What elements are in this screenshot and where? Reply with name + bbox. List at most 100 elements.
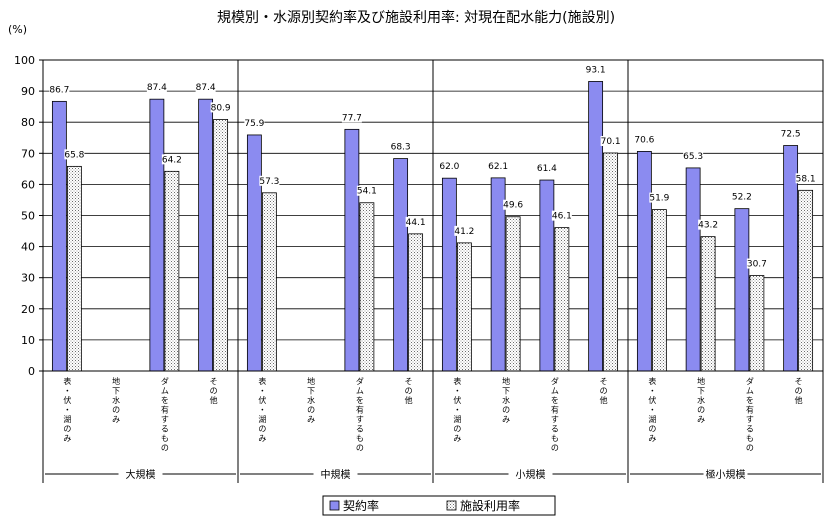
data-label-bg — [454, 225, 475, 236]
bar-facility-utilization — [456, 242, 472, 372]
bars — [51, 81, 814, 372]
legend-label-contract-rate: 契約率 — [343, 498, 379, 513]
category-label: 地下水のみ — [697, 376, 705, 424]
bar-facility-utilization — [651, 209, 667, 372]
y-tick-label: 0 — [28, 365, 35, 378]
bar-contract-rate — [149, 98, 165, 372]
chart-title: 規模別・水源別契約率及び施設利用率: 対現在配水能力(施設別) — [217, 9, 615, 26]
bar-contract-rate — [636, 151, 652, 372]
legend-swatch-facility-utilization — [446, 500, 457, 511]
category-label: 地下水のみ — [502, 376, 510, 424]
data-label-bg — [49, 84, 70, 95]
data-label-bg — [356, 185, 377, 196]
data-label-bg — [795, 173, 816, 184]
data-label: 61.4 — [537, 164, 557, 174]
data-label-bg — [683, 150, 704, 161]
data-label-bg — [161, 154, 182, 165]
category-label: ダムを有するもの — [746, 376, 754, 453]
bar-facility-utilization — [505, 216, 521, 372]
category-label: 表・伏・湖のみ — [63, 376, 71, 443]
bar-contract-rate — [344, 128, 360, 372]
data-label: 65.8 — [64, 150, 84, 160]
data-label: 62.1 — [488, 162, 508, 172]
data-label-bg — [405, 216, 426, 227]
group-label: 中規模 — [321, 468, 351, 481]
bar-contract-rate — [539, 179, 555, 372]
data-label-bg — [698, 219, 719, 230]
bar-facility-utilization — [213, 119, 229, 372]
data-label: 72.5 — [781, 130, 801, 140]
data-label-bg — [536, 163, 557, 174]
group-label: 極小規模 — [706, 468, 746, 481]
y-tick-label: 30 — [21, 272, 35, 285]
data-label: 77.7 — [342, 113, 362, 123]
bar-facility-utilization — [164, 170, 180, 372]
bar-facility-utilization — [408, 233, 424, 372]
bar-contract-rate — [588, 81, 604, 372]
data-label: 58.1 — [796, 174, 816, 184]
bar-facility-utilization — [359, 202, 375, 372]
y-tick-label: 40 — [21, 241, 35, 254]
data-label: 64.2 — [162, 155, 182, 165]
data-label-bg — [146, 82, 167, 93]
data-label-bg — [259, 175, 280, 186]
category-label: ダムを有するもの — [161, 376, 169, 453]
category-label: 表・伏・湖のみ — [453, 376, 461, 443]
bar-contract-rate — [198, 98, 214, 372]
data-label: 87.4 — [147, 83, 167, 93]
category-label: 地下水のみ — [112, 376, 120, 424]
data-label-bg — [746, 258, 767, 269]
data-label: 57.3 — [259, 177, 279, 187]
group-label: 大規模 — [126, 468, 156, 481]
y-tick-label: 70 — [21, 147, 35, 160]
bar-facility-utilization — [603, 152, 619, 372]
bar-contract-rate — [685, 167, 701, 372]
data-labels: 86.7 65.8 87.4 64.2 87.4 80.9 75.9 57.3 77.7 54.1… — [49, 64, 816, 270]
bar-facility-utilization — [798, 189, 814, 372]
y-tick-label: 20 — [21, 303, 35, 316]
bar-contract-rate — [734, 208, 750, 372]
bar-facility-utilization — [700, 236, 716, 372]
axes: 0 10 20 30 40 50 60 70 80 90 100 — [14, 54, 824, 483]
data-label-bg — [195, 82, 216, 93]
data-label-bg — [634, 134, 655, 145]
data-label: 87.4 — [196, 83, 216, 93]
y-tick-label: 100 — [14, 54, 35, 67]
data-label-bg — [439, 161, 460, 172]
data-label: 70.1 — [601, 137, 621, 147]
bar-contract-rate — [246, 134, 262, 372]
category-label: その他 — [210, 377, 218, 405]
data-label: 49.6 — [503, 201, 523, 211]
data-label: 68.3 — [391, 143, 411, 153]
category-label: その他 — [600, 377, 608, 405]
data-label-bg — [341, 112, 362, 123]
data-label: 54.1 — [357, 187, 377, 197]
data-label-bg — [731, 191, 752, 202]
data-label: 65.3 — [683, 152, 703, 162]
bar-facility-utilization — [749, 275, 765, 372]
legend-label-facility-utilization: 施設利用率 — [460, 498, 520, 513]
group-label: 小規模 — [516, 469, 546, 481]
legend-swatch-contract-rate — [329, 500, 340, 511]
y-tick-label: 60 — [21, 178, 35, 191]
bar-facility-utilization — [554, 227, 570, 372]
data-label: 44.1 — [406, 218, 426, 228]
data-label: 80.9 — [211, 103, 231, 113]
data-label: 30.7 — [747, 260, 767, 270]
data-label-bg — [585, 64, 606, 75]
category-label: その他 — [405, 377, 413, 405]
data-label-bg — [390, 141, 411, 152]
data-label: 43.2 — [698, 221, 718, 231]
data-label-bg — [503, 199, 524, 210]
data-label-bg — [649, 192, 670, 203]
data-label: 46.1 — [552, 212, 572, 222]
bar-facility-utilization — [261, 192, 277, 372]
bar-contract-rate — [441, 177, 457, 372]
data-label: 75.9 — [244, 119, 264, 129]
y-tick-label: 80 — [21, 116, 35, 129]
data-label-bg — [210, 102, 231, 113]
data-label-bg — [488, 160, 509, 171]
y-tick-label: 90 — [21, 85, 35, 98]
data-label-bg — [64, 149, 85, 160]
y-tick-label: 50 — [21, 210, 35, 223]
